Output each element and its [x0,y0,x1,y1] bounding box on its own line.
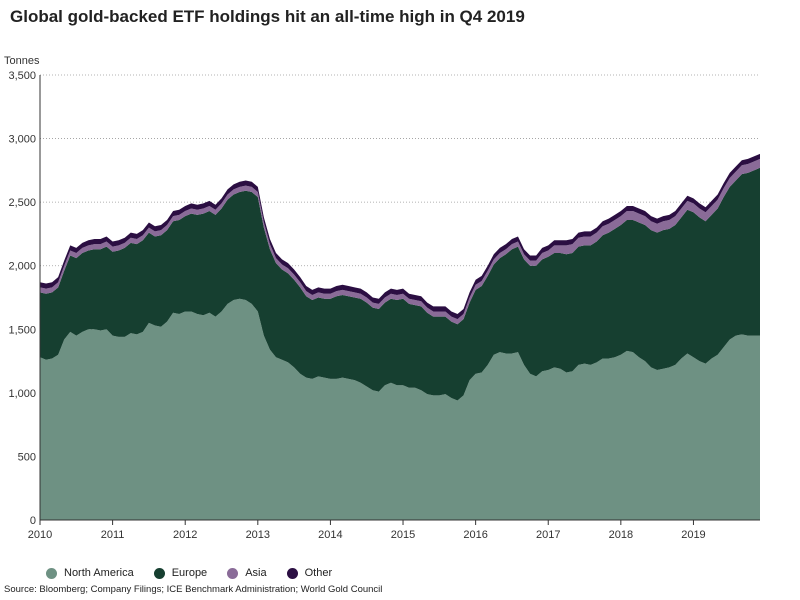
y-tick-label: 1,500 [8,324,36,336]
legend-swatch [286,567,298,579]
legend-label: Europe [171,567,208,579]
y-tick-label: 3,500 [8,70,36,82]
y-axis: 0 500 1,000 1,500 2,000 2,500 3,000 3,500 [8,70,41,527]
legend-item-asia: Asia [227,567,267,579]
legend-label: North America [64,567,134,579]
area-north-america [40,298,760,520]
stacked-areas [40,153,760,520]
x-tick-label: 2015 [391,529,415,541]
x-tick-label: 2016 [463,529,487,541]
y-tick-label: 3,000 [8,134,36,146]
x-tick-label: 2018 [609,529,633,541]
legend-item-other: Other [286,567,333,579]
y-tick-label: 1,000 [8,388,36,400]
legend-swatch [153,567,165,579]
legend-label: Other [304,567,333,579]
legend-label: Asia [245,567,267,579]
x-tick-label: 2013 [246,529,270,541]
y-tick-label: 2,500 [8,197,36,209]
chart-title: Global gold-backed ETF holdings hit an a… [10,7,525,26]
x-axis: 2010 2011 2012 2013 2014 2015 2016 2017 2018 2019 [28,519,760,541]
legend-item-europe: Europe [153,567,208,579]
x-tick-label: 2010 [28,529,52,541]
source-note: Source: Bloomberg; Company Filings; ICE … [4,584,383,595]
area-europe [40,167,760,401]
y-tick-label: 2,000 [8,261,36,273]
x-tick-label: 2011 [101,529,125,541]
x-tick-label: 2017 [536,529,560,541]
y-tick-label: 500 [18,451,36,463]
legend-swatch [227,567,239,579]
x-tick-label: 2019 [681,529,705,541]
legend-swatch [46,567,57,579]
legend: North America Europe Asia Other [46,567,352,579]
legend-item-north-america: North America [46,567,134,579]
x-tick-label: 2012 [173,529,197,541]
y-axis-label: Tonnes [4,55,40,67]
y-tick-label: 0 [30,515,36,527]
x-tick-label: 2014 [318,529,342,541]
